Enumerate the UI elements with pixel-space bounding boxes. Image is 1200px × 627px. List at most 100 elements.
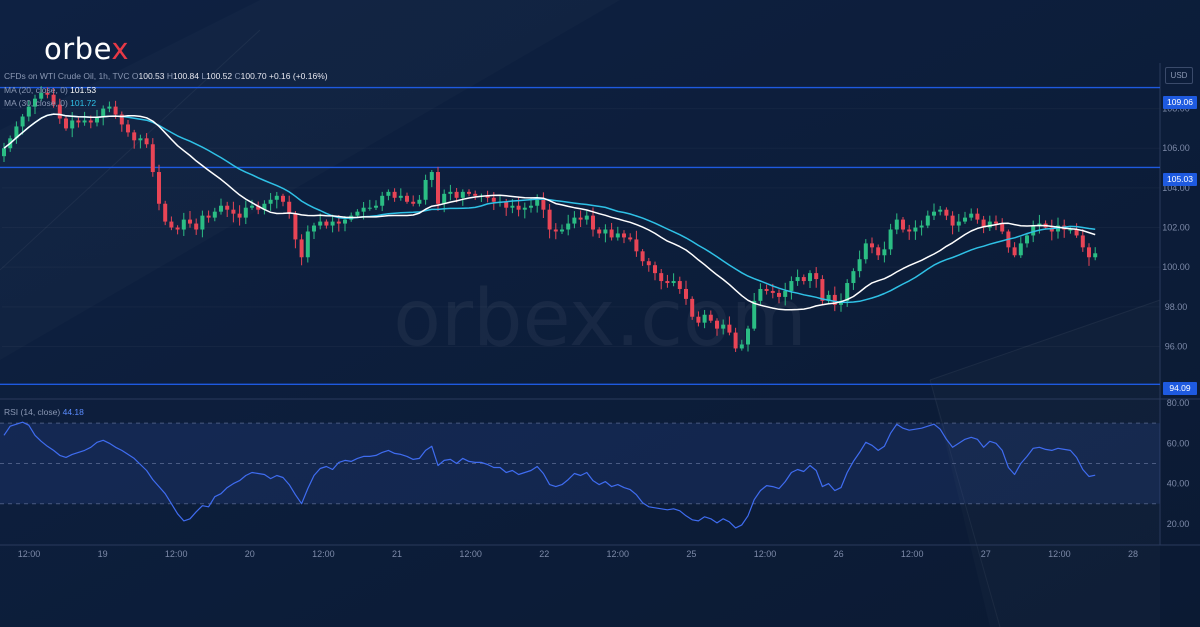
candle-body (591, 215, 595, 230)
high-value: 100.84 (173, 71, 199, 81)
logo-accent: x (111, 32, 130, 66)
candle-body (504, 201, 509, 208)
candle-body (274, 195, 279, 200)
candle-body (870, 243, 874, 248)
candlestick-series (2, 86, 1098, 352)
candle-body (1068, 229, 1073, 231)
candle-body (702, 314, 707, 323)
decoration-line (0, 29, 261, 271)
candle-body (398, 195, 403, 198)
candle-body (857, 259, 862, 272)
candle-body (454, 191, 459, 198)
candle-body (628, 237, 633, 240)
time-tick-label: 27 (981, 549, 991, 559)
candle-body (684, 288, 688, 299)
candle-body (460, 191, 465, 198)
time-tick-label: 12:00 (1048, 549, 1071, 559)
candle-body (634, 239, 639, 252)
candle-body (938, 209, 943, 212)
candle-body (324, 221, 329, 226)
candle-body (262, 203, 267, 210)
candle-body (212, 211, 217, 218)
candle-body (789, 281, 794, 291)
candle-body (696, 316, 701, 323)
candle-body (876, 247, 881, 256)
candle-body (1031, 225, 1036, 236)
candle-body (919, 225, 924, 228)
candle-body (516, 205, 521, 210)
candle-body (1049, 227, 1054, 232)
ma20-label: MA (20, close, 0) (4, 85, 68, 95)
candle-body (535, 199, 540, 206)
ma20-line (3, 113, 1096, 311)
ma30-label: MA (30, close, 0) (4, 98, 68, 108)
candle-body (1087, 247, 1091, 258)
candle-body (665, 281, 670, 284)
logo-text: orbe (44, 32, 112, 66)
candle-body (963, 217, 967, 222)
decoration-line (929, 299, 1161, 381)
time-tick-label: 26 (834, 549, 844, 559)
candle-body (777, 292, 781, 297)
decoration-line (929, 379, 1001, 627)
rsi-value: 44.18 (62, 407, 84, 417)
candle-body (107, 106, 112, 109)
background-decoration (0, 29, 1161, 627)
candle-body (925, 215, 930, 226)
candle-body (405, 195, 409, 202)
candle-body (330, 221, 335, 226)
candle-body (20, 116, 25, 127)
candle-body (57, 104, 62, 119)
candle-body (572, 217, 577, 224)
candle-body (293, 213, 298, 240)
rsi-tick-label: 40.00 (1167, 479, 1190, 489)
candle-body (603, 229, 608, 234)
candle-body (690, 298, 695, 317)
change-value: +0.16 (+0.16%) (269, 71, 328, 81)
candle-body (1025, 235, 1029, 244)
symbol-name: CFDs on WTI Crude Oil, 1h, TVC (4, 71, 130, 81)
candle-body (26, 106, 31, 117)
rsi-tick-label: 20.00 (1167, 519, 1190, 529)
orbex-logo: orbex (44, 32, 129, 66)
ma30-legend[interactable]: MA (30, close, 0) 101.72 (4, 98, 96, 108)
candle-body (95, 116, 99, 123)
candle-body (746, 328, 750, 345)
open-value: 100.53 (138, 71, 165, 81)
level-tag-top: 109.06 (1163, 96, 1197, 109)
symbol-legend[interactable]: CFDs on WTI Crude Oil, 1h, TVC O100.53 H… (4, 71, 328, 81)
candle-body (547, 209, 552, 230)
candle-body (132, 132, 137, 141)
candle-body (417, 199, 422, 204)
candle-body (1000, 223, 1005, 232)
candle-body (913, 227, 918, 232)
rsi-legend[interactable]: RSI (14, close) 44.18 (4, 407, 84, 417)
currency-badge[interactable]: USD (1165, 67, 1193, 84)
candle-body (814, 273, 819, 280)
candle-body (832, 294, 837, 305)
candle-body (343, 219, 347, 224)
candle-body (733, 332, 738, 349)
candle-body (411, 201, 416, 204)
candle-body (51, 94, 56, 105)
ma20-value: 101.53 (70, 85, 97, 95)
rsi-panel (0, 422, 1160, 505)
candle-body (163, 203, 168, 222)
ma20-legend[interactable]: MA (20, close, 0) 101.53 (4, 85, 96, 95)
ma30-line (3, 113, 1096, 304)
price-tick-label: 106.00 (1162, 143, 1190, 153)
candle-body (237, 213, 242, 218)
ma30-value: 101.72 (70, 98, 97, 108)
candle-body (553, 229, 558, 232)
candle-body (770, 290, 775, 293)
price-tick-label: 100.00 (1162, 262, 1190, 272)
price-tick-label: 104.00 (1162, 183, 1190, 193)
candle-body (851, 271, 856, 284)
time-tick-label: 12:00 (312, 549, 335, 559)
rsi-axis: 80.00 60.00 40.00 20.00 (1167, 398, 1190, 529)
time-axis[interactable]: 12:00 19 12:00 20 12:00 21 12:00 22 12:00 25 12:00… (18, 549, 1138, 559)
candle-body (175, 227, 180, 230)
candle-body (225, 205, 230, 210)
time-tick-label: 22 (539, 549, 549, 559)
